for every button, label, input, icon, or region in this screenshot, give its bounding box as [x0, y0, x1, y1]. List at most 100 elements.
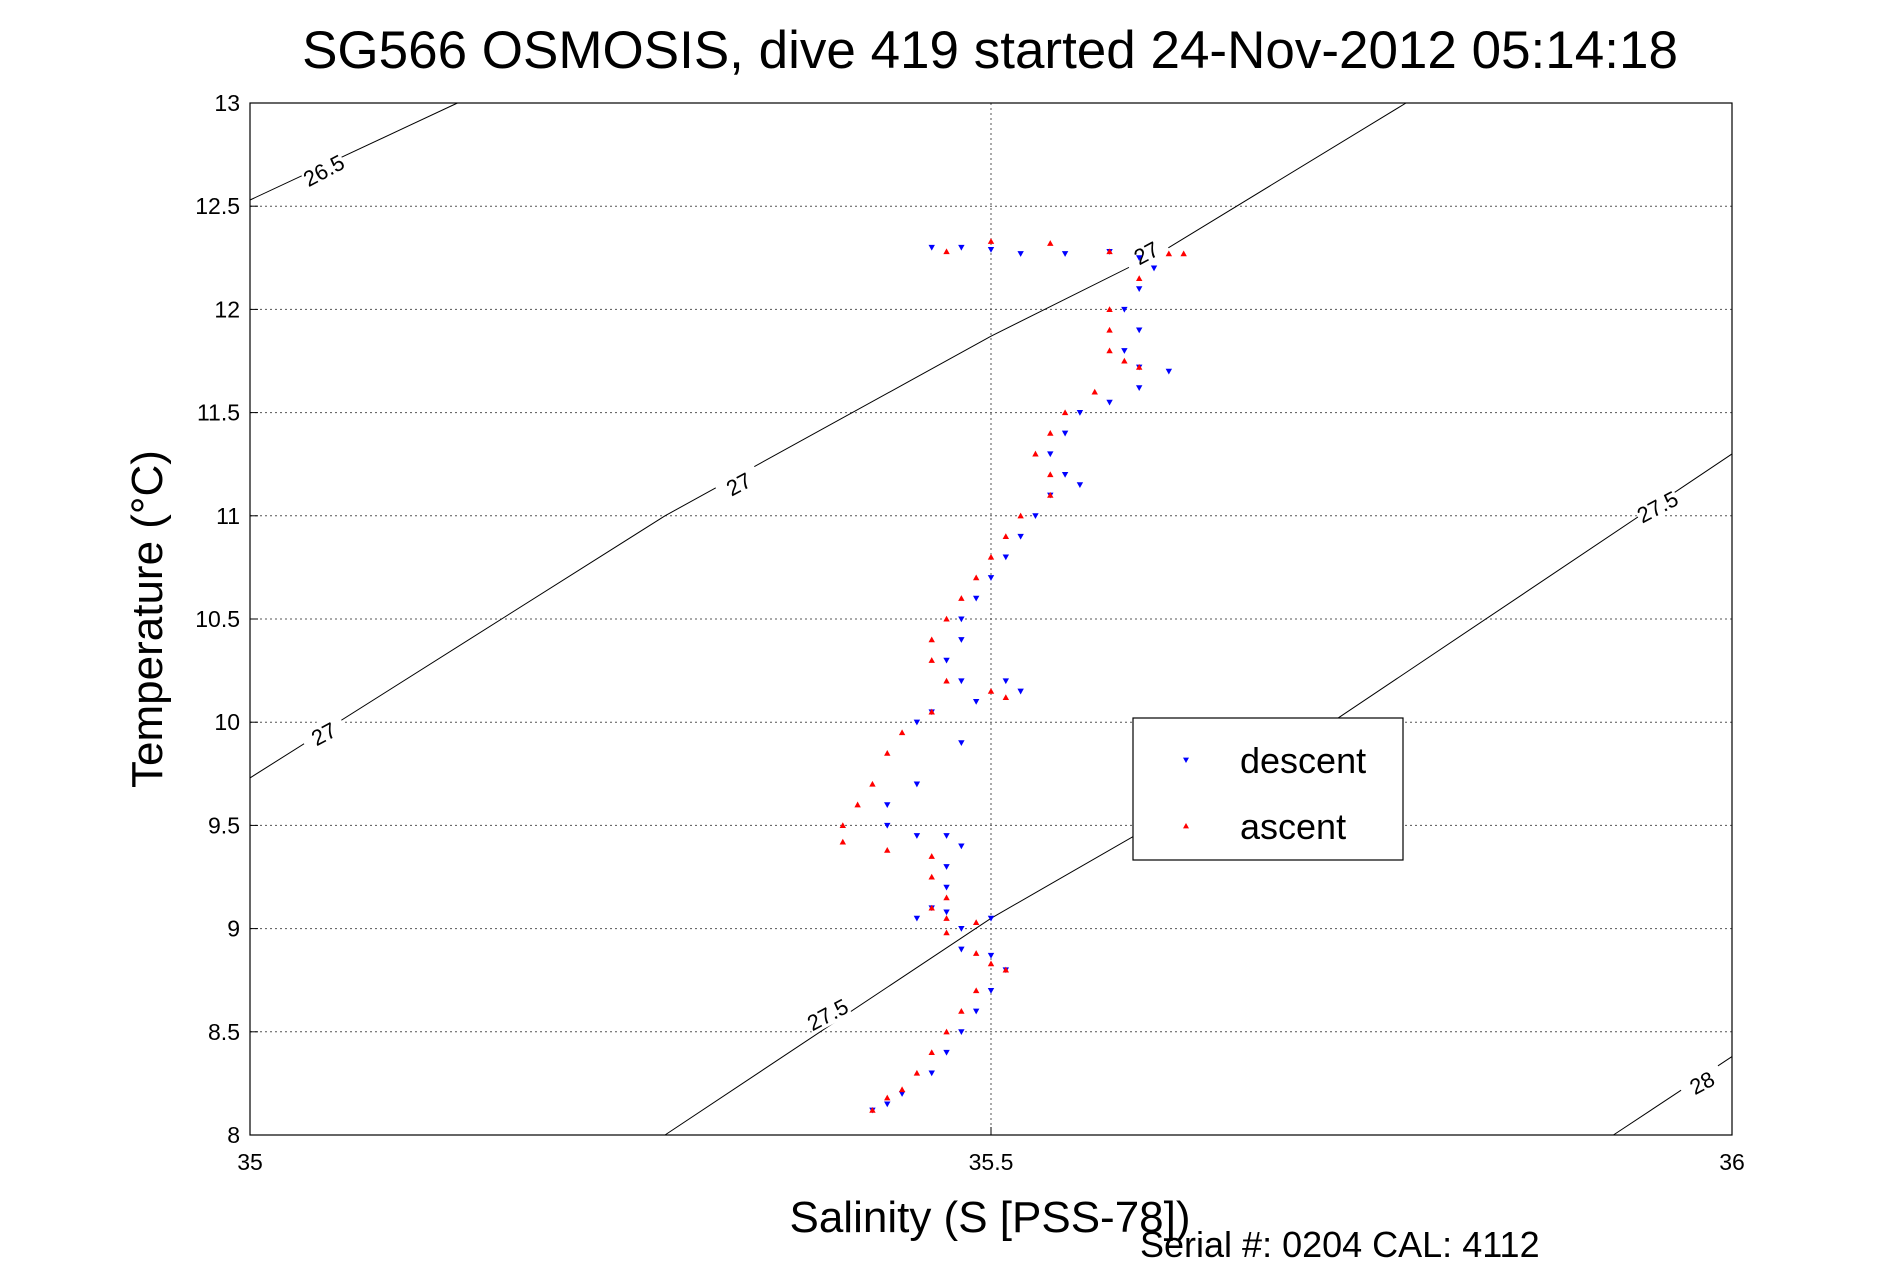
- ascent-point: [1032, 450, 1039, 457]
- ascent-point: [928, 904, 935, 911]
- y-tick-label: 8.5: [208, 1019, 240, 1045]
- descent-point: [884, 802, 891, 808]
- ascent-point: [972, 987, 980, 994]
- descent-point: [884, 822, 891, 829]
- x-axis-ticks: 35 35.5 36: [237, 1127, 1745, 1175]
- density-contour-26-5: [249, 102, 458, 201]
- contour-label-bg: [298, 148, 349, 191]
- descent-point: [913, 915, 921, 922]
- descent-point: [1017, 251, 1024, 257]
- ascent-point: [928, 873, 935, 880]
- ascent-point: [943, 677, 950, 684]
- descent-point: [1121, 306, 1128, 313]
- ascent-point: [1106, 326, 1113, 333]
- chart-title: SG566 OSMOSIS, dive 419 started 24-Nov-2…: [302, 21, 1678, 80]
- descent-point: [1061, 251, 1069, 257]
- ascent-point: [839, 838, 846, 845]
- descent-point: [898, 1091, 906, 1097]
- ascent-point: [943, 248, 950, 255]
- descent-point: [972, 595, 980, 602]
- ascent-point: [854, 801, 861, 808]
- ascent-point: [972, 950, 980, 956]
- ascent-point: [928, 636, 935, 643]
- ascent-point: [884, 749, 891, 756]
- footer-serial-cal: Serial #: 0204 CAL: 4112: [1140, 1224, 1540, 1262]
- ascent-point: [898, 729, 906, 736]
- descent-point: [1136, 286, 1143, 292]
- ascent-point: [1106, 347, 1113, 354]
- ascent-point: [1165, 250, 1173, 257]
- descent-point: [958, 1029, 965, 1035]
- density-contour-27: [249, 102, 1407, 779]
- descent-point: [943, 909, 950, 916]
- descent-point: [987, 575, 995, 581]
- y-tick-label: 10.5: [195, 606, 240, 632]
- descent-point: [1121, 348, 1128, 354]
- y-tick-label: 9: [227, 916, 240, 942]
- descent-point: [958, 946, 965, 953]
- ascent-point: [1047, 430, 1054, 436]
- x-tick-label: 36: [1719, 1149, 1745, 1175]
- ascent-point: [987, 688, 995, 694]
- ascent-point: [987, 238, 995, 244]
- contour-label: 27.5: [803, 994, 853, 1036]
- descent-point: [943, 657, 950, 664]
- series-descent: [869, 244, 1173, 1114]
- data-points: [839, 238, 1187, 1114]
- ascent-point: [928, 1049, 935, 1055]
- descent-point: [958, 926, 965, 932]
- contour-label-bg: [1631, 484, 1683, 527]
- ascent-point: [943, 894, 950, 901]
- legend-marker-ascent: [1183, 823, 1189, 829]
- contour-label-bg: [801, 992, 853, 1035]
- ascent-point: [928, 853, 935, 859]
- descent-point: [943, 884, 950, 891]
- descent-point: [928, 244, 935, 251]
- descent-point: [1061, 430, 1069, 437]
- y-tick-label: 13: [214, 90, 240, 116]
- descent-point: [943, 1049, 950, 1056]
- ascent-point: [958, 595, 965, 601]
- ascent-point: [1136, 275, 1143, 281]
- legend-marker-descent: [1183, 757, 1189, 763]
- legend-box: [1132, 717, 1404, 861]
- contour-label: 26.5: [299, 150, 349, 192]
- ascent-point: [1002, 966, 1010, 973]
- ascent-point: [928, 657, 935, 663]
- ascent-point: [1121, 357, 1128, 364]
- descent-point: [987, 987, 995, 994]
- descent-point: [1136, 327, 1143, 334]
- descent-point: [958, 740, 965, 747]
- ascent-point: [1047, 491, 1054, 498]
- descent-point: [987, 915, 995, 922]
- ascent-point: [1106, 306, 1113, 312]
- x-tick-label: 35.5: [969, 1149, 1014, 1175]
- ascent-point: [1017, 512, 1024, 519]
- descent-point: [1002, 678, 1010, 685]
- ascent-point: [1091, 388, 1098, 395]
- descent-point: [987, 246, 995, 253]
- descent-point: [1076, 410, 1084, 416]
- descent-point: [1106, 399, 1113, 406]
- y-tick-label: 12: [214, 296, 240, 322]
- ascent-point: [1002, 694, 1010, 700]
- y-tick-label: 12.5: [195, 193, 240, 219]
- legend-label-ascent: ascent: [1240, 806, 1346, 847]
- ascent-point: [987, 553, 995, 560]
- descent-point: [987, 952, 995, 959]
- y-tick-label: 8: [227, 1122, 240, 1148]
- descent-point: [972, 699, 980, 705]
- ascent-point: [1180, 250, 1187, 257]
- y-axis-label: Temperature (°C): [123, 450, 172, 788]
- ascent-point: [943, 615, 950, 622]
- contour-label-bg: [1676, 1060, 1727, 1103]
- descent-point: [1047, 451, 1054, 458]
- ascent-point: [1061, 409, 1069, 416]
- series-ascent: [839, 238, 1187, 1113]
- ascent-point: [958, 1007, 965, 1014]
- ascent-point: [884, 846, 891, 853]
- x-tick-label: 35: [237, 1149, 263, 1175]
- contour-label-bg: [1120, 230, 1171, 273]
- y-tick-label: 10: [214, 709, 240, 735]
